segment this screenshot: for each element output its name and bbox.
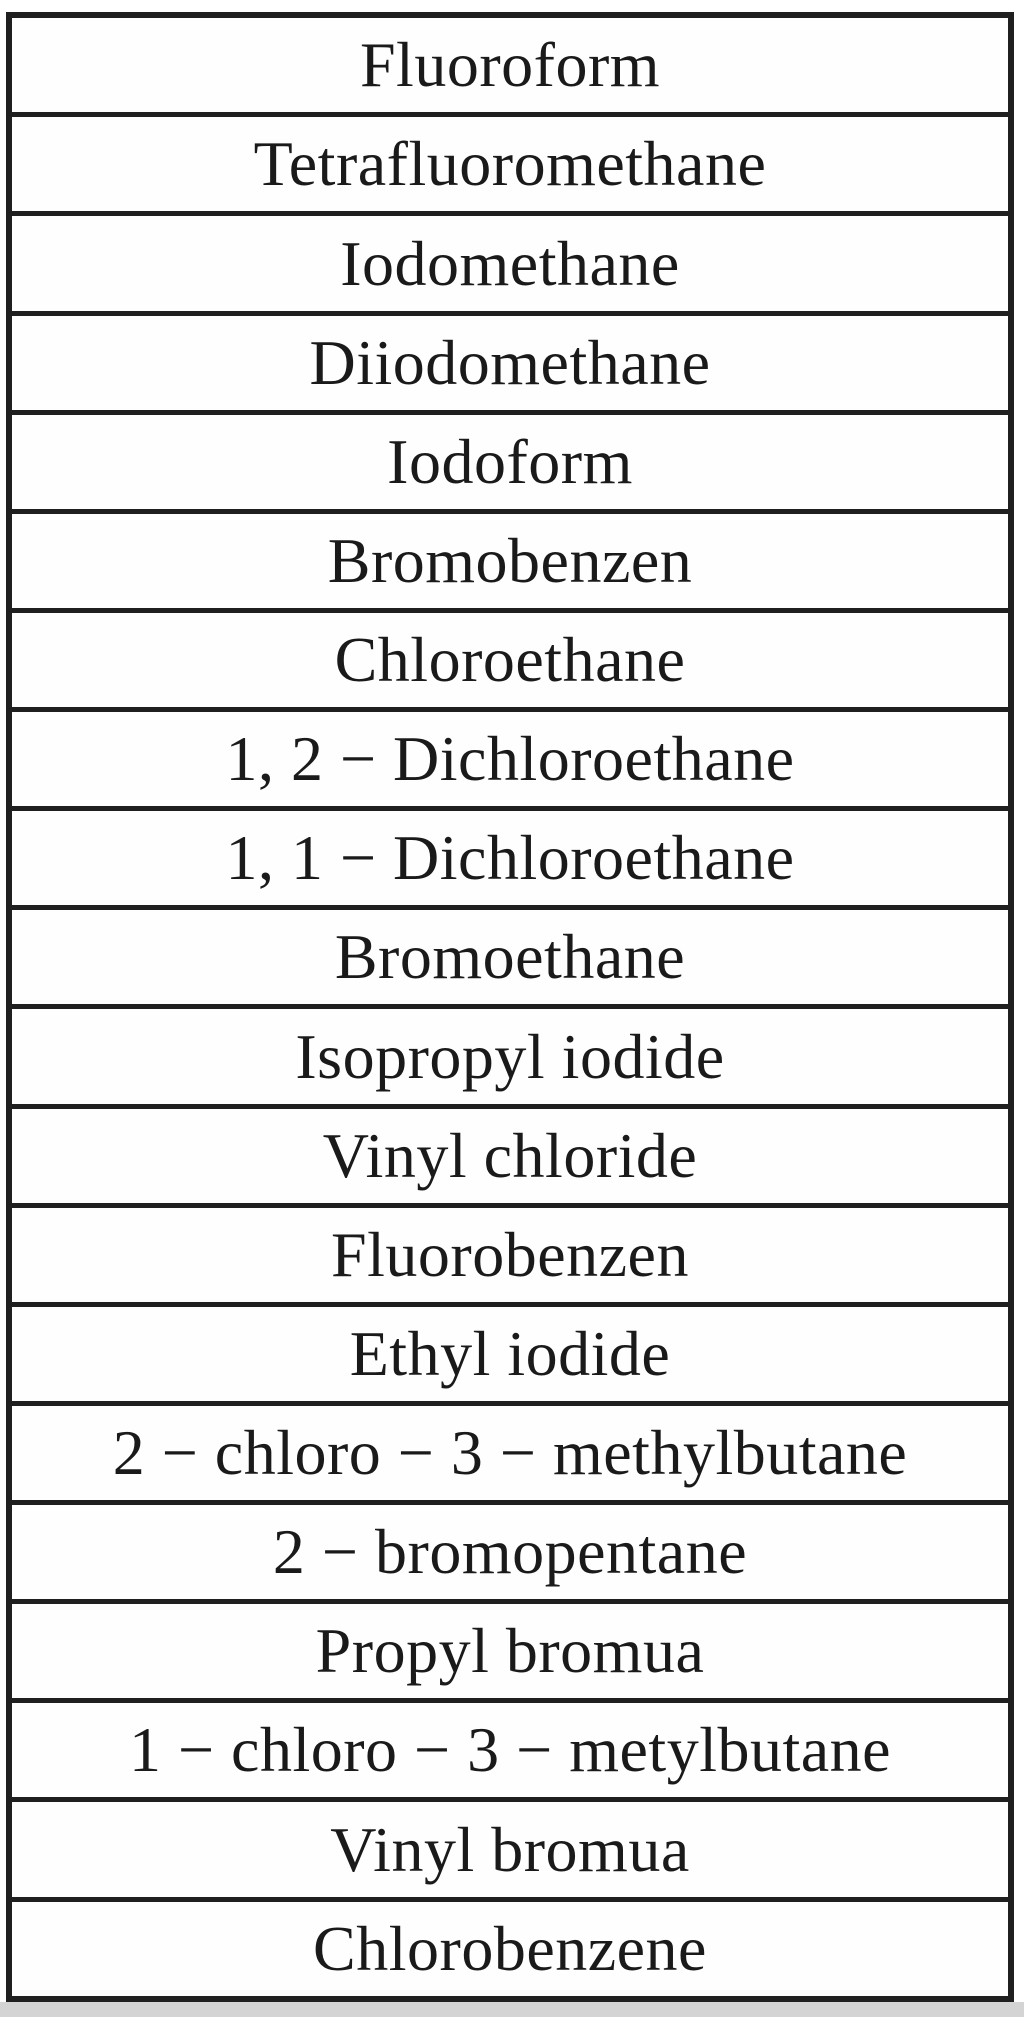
table-row: Propyl bromua	[6, 1599, 1014, 1704]
compound-name: 1, 2 − Dichloroethane	[6, 707, 1014, 812]
table-row: Fluoroform	[6, 12, 1014, 118]
compound-name: Chlorobenzene	[6, 1896, 1014, 2002]
table-row: Tetrafluoromethane	[6, 112, 1014, 217]
bottom-strip	[0, 2002, 1024, 2017]
table-row: Fluorobenzen	[6, 1202, 1014, 1307]
compound-name: 2 − bromopentane	[6, 1500, 1014, 1605]
compound-name: Tetrafluoromethane	[6, 112, 1014, 217]
compound-name: Vinyl chloride	[6, 1103, 1014, 1208]
compound-name: Fluoroform	[6, 12, 1014, 118]
compound-name: Iodoform	[6, 409, 1014, 514]
table-row: Chlorobenzene	[6, 1896, 1014, 2002]
table-row: 1, 1 − Dichloroethane	[6, 806, 1014, 911]
table-row: Isopropyl iodide	[6, 1004, 1014, 1109]
compound-name: Isopropyl iodide	[6, 1004, 1014, 1109]
table-row: Ethyl iodide	[6, 1301, 1014, 1406]
compound-name: 2 − chloro − 3 − methylbutane	[6, 1400, 1014, 1506]
table-row: Diiodomethane	[6, 310, 1014, 415]
compound-name: 1 − chloro − 3 − metylbutane	[6, 1698, 1014, 1803]
table-row: Vinyl chloride	[6, 1103, 1014, 1208]
table-row: Iodoform	[6, 409, 1014, 514]
compound-name: Iodomethane	[6, 211, 1014, 316]
compound-name: Diiodomethane	[6, 310, 1014, 415]
compound-name: Ethyl iodide	[6, 1301, 1014, 1406]
compound-table-body: Fluoroform Tetrafluoromethane Iodomethane D…	[6, 12, 1014, 2002]
compound-name: Bromobenzen	[6, 508, 1014, 613]
table-row: Bromobenzen	[6, 508, 1014, 613]
table-row: Iodomethane	[6, 211, 1014, 316]
compound-name: Chloroethane	[6, 607, 1014, 713]
compound-name: Bromoethane	[6, 905, 1014, 1010]
table-row: 1, 2 − Dichloroethane	[6, 707, 1014, 812]
compound-name: 1, 1 − Dichloroethane	[6, 806, 1014, 911]
compound-table: Fluoroform Tetrafluoromethane Iodomethane D…	[6, 12, 1014, 2002]
table-row: 1 − chloro − 3 − metylbutane	[6, 1698, 1014, 1803]
table-row: Chloroethane	[6, 607, 1014, 713]
table-row: 2 − chloro − 3 − methylbutane	[6, 1400, 1014, 1506]
compound-name: Propyl bromua	[6, 1599, 1014, 1704]
compound-name: Vinyl bromua	[6, 1797, 1014, 1902]
table-row: Bromoethane	[6, 905, 1014, 1010]
table-row: 2 − bromopentane	[6, 1500, 1014, 1605]
compound-name: Fluorobenzen	[6, 1202, 1014, 1307]
table-row: Vinyl bromua	[6, 1797, 1014, 1902]
